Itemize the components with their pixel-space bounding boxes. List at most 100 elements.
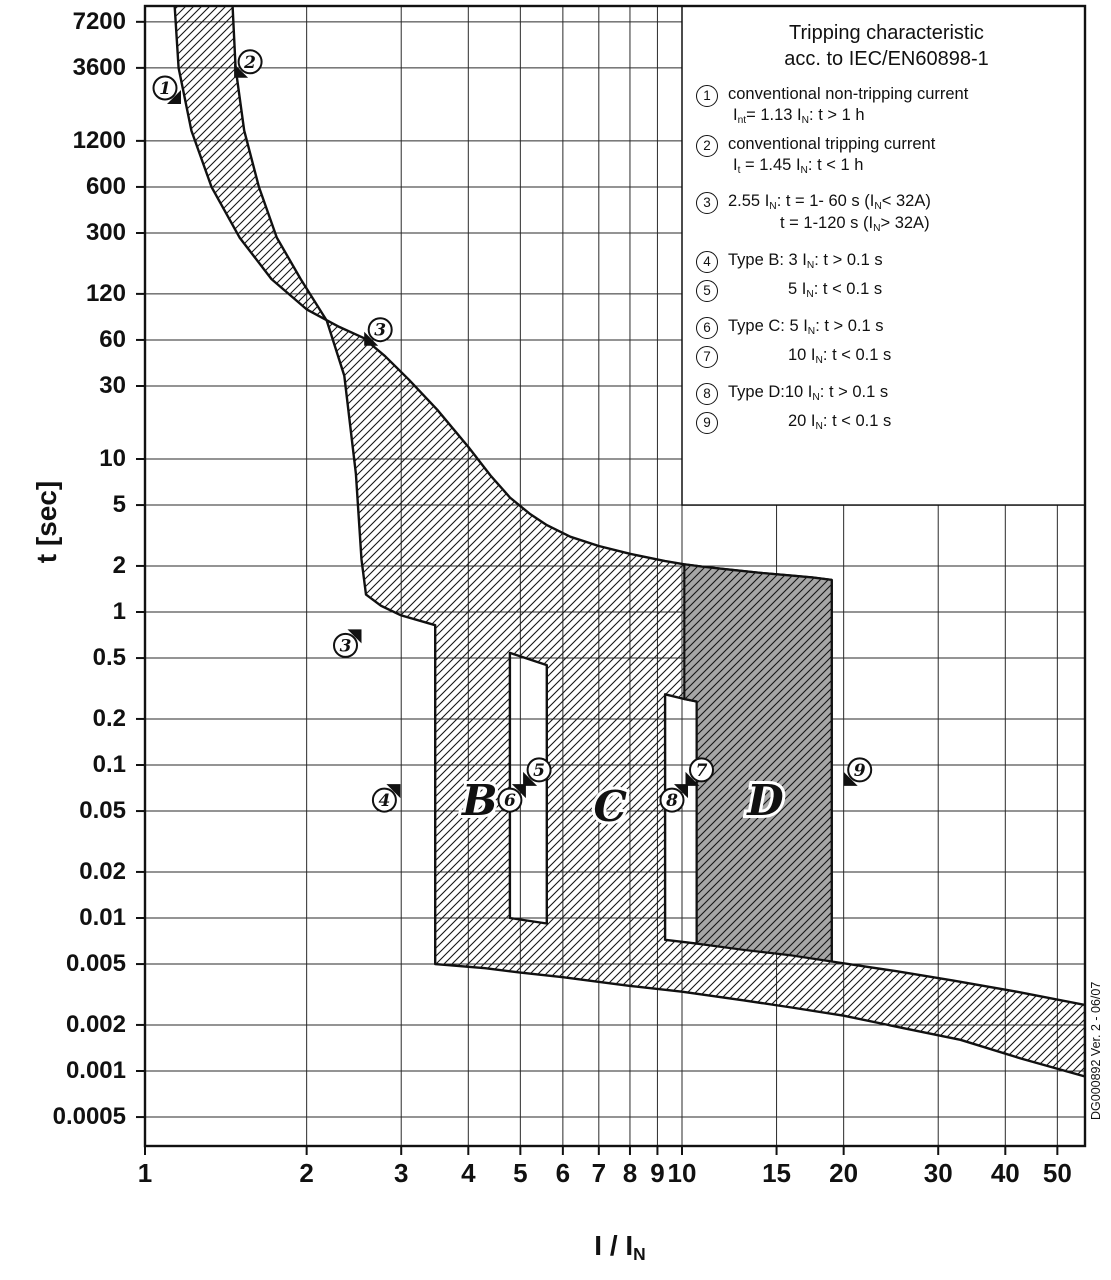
legend-item-line: 10 IN: t < 0.1 s	[788, 345, 892, 366]
marker-flag-7: 7	[685, 757, 714, 786]
y-tick-label: 0.2	[92, 704, 126, 732]
y-tick-label: 0.0005	[52, 1103, 126, 1131]
y-tick-label: 0.01	[79, 904, 126, 931]
type-d-band-hatch	[684, 564, 832, 962]
legend-item-number: 8	[696, 382, 718, 405]
legend-item-line: conventional non-tripping current	[728, 85, 969, 103]
x-tick-label: 9	[650, 1158, 665, 1188]
x-tick-label: 7	[591, 1158, 607, 1188]
legend-item-number: 7	[696, 345, 718, 368]
y-tick-label: 1	[112, 598, 126, 625]
type-label-B: B	[461, 776, 498, 825]
legend-item-number: 1	[696, 85, 718, 107]
marker-flag-9: 9	[843, 757, 873, 786]
svg-text:2: 2	[243, 53, 256, 73]
y-axis-tick-labels: 7200 3600 1200 600 300 120 60 30 10 5 2 1 0.5 0.2 0.1 0…	[0, 0, 131, 1280]
x-tick-label: 20	[829, 1158, 859, 1188]
legend-item-line: t = 1-120 s (IN> 32A)	[780, 214, 930, 235]
watermark: DG000892 Ver. 2 - 06/07	[1089, 981, 1103, 1120]
svg-text:9: 9	[854, 761, 866, 781]
legend-item-text: conventional non-tripping current Int= 1.…	[728, 84, 1077, 128]
legend-item-line: Type C: 5 IN: t > 0.1 s	[728, 316, 884, 337]
legend-item-1: 1 conventional non-tripping current Int= 1…	[696, 84, 1077, 128]
x-tick-label: 5	[513, 1158, 528, 1188]
legend-title-line1: Tripping characteristic	[789, 22, 984, 44]
legend-item-6: 6 Type C: 5 IN: t > 0.1 s	[696, 316, 1077, 339]
marker-flag-3: 3	[364, 317, 393, 346]
legend-item-8: 8 Type D:10 IN: t > 0.1 s	[696, 382, 1077, 405]
svg-text:7: 7	[696, 761, 708, 781]
y-tick-label: 0.1	[92, 751, 126, 778]
legend-item-number: 9	[696, 411, 718, 434]
legend-item-4: 4 Type B: 3 IN: t > 0.1 s	[696, 250, 1077, 273]
legend-item-9: 9 20 IN: t < 0.1 s	[696, 411, 1077, 434]
legend-item-number: 5	[696, 279, 718, 302]
x-tick-label: 8	[622, 1158, 638, 1188]
legend-item-line: Int= 1.13 IN: t > 1 h	[733, 106, 865, 127]
marker-flag-3: 3	[333, 629, 362, 658]
legend-item-number: 6	[696, 316, 718, 339]
axis-ticks	[136, 20, 1059, 1155]
y-tick-label: 0.05	[79, 797, 126, 825]
x-axis-title: I / IN	[594, 1230, 646, 1264]
legend-item-line: 5 IN: t < 0.1 s	[788, 279, 883, 300]
x-tick-label: 15	[762, 1158, 791, 1188]
tripping-bands	[173, 6, 1085, 1078]
y-tick-label: 60	[99, 325, 126, 353]
y-tick-label: 7200	[72, 7, 126, 35]
legend-item-line: It = 1.45 IN: t < 1 h	[733, 156, 864, 176]
legend-item-line: Type B: 3 IN: t > 0.1 s	[728, 250, 883, 271]
svg-text:6: 6	[504, 791, 516, 811]
type-label-C: C	[593, 782, 627, 831]
x-tick-label: 40	[990, 1158, 1020, 1188]
legend-item-text: 10 IN: t < 0.1 s	[728, 345, 1077, 368]
legend-box	[681, 5, 1086, 506]
y-tick-label: 10	[99, 445, 126, 472]
svg-text:8: 8	[665, 791, 678, 811]
y-tick-label: 5	[112, 491, 126, 519]
legend-item-line: conventional tripping current	[728, 134, 936, 153]
svg-text:1: 1	[159, 79, 171, 99]
legend-item-number: 2	[696, 134, 718, 157]
legend-item-3: 3 2.55 IN: t = 1- 60 s (IN< 32A) t = 1-120…	[696, 191, 1077, 235]
y-tick-label: 0.002	[65, 1010, 126, 1038]
legend-title-line2: acc. to IEC/EN60898-1	[784, 48, 989, 70]
legend-item-line: 20 IN: t < 0.1 s	[788, 411, 892, 432]
legend-title: Tripping characteristic acc. to IEC/EN60…	[696, 20, 1077, 72]
y-tick-label: 120	[85, 279, 126, 307]
marker-flag-1: 1	[152, 75, 181, 104]
x-tick-label: 2	[299, 1158, 314, 1188]
marker-flag-2: 2	[234, 49, 263, 78]
x-tick-label: 1	[137, 1158, 153, 1188]
marker-flag-8: 8	[659, 784, 688, 813]
legend-item-number: 4	[696, 250, 718, 273]
legend-item-text: Type B: 3 IN: t > 0.1 s	[728, 250, 1077, 273]
legend-item-text: Type D:10 IN: t > 0.1 s	[728, 382, 1077, 405]
legend-item-2: 2 conventional tripping current It = 1.45 …	[696, 134, 1077, 178]
y-tick-label: 300	[85, 219, 126, 246]
x-tick-label: 4	[461, 1158, 476, 1188]
legend-item-line: 2.55 IN: t = 1- 60 s (IN< 32A)	[728, 192, 931, 213]
y-tick-label: 0.5	[92, 644, 126, 672]
svg-text:3: 3	[340, 636, 352, 656]
svg-text:3: 3	[374, 321, 386, 341]
x-tick-label: 3	[393, 1158, 409, 1188]
y-tick-label: 0.005	[65, 950, 126, 978]
x-tick-label: 6	[555, 1158, 571, 1188]
plot-border	[143, 4, 1087, 1148]
y-tick-label: 1200	[72, 126, 126, 154]
legend-item-5: 5 5 IN: t < 0.1 s	[696, 279, 1077, 302]
x-tick-label: 30	[923, 1158, 953, 1188]
y-tick-label: 0.001	[65, 1057, 126, 1084]
y-tick-label: 0.02	[79, 857, 126, 885]
legend-item-text: Type C: 5 IN: t > 0.1 s	[728, 316, 1077, 339]
legend-item-text: 20 IN: t < 0.1 s	[728, 411, 1077, 434]
legend-items: 1 conventional non-tripping current Int= 1…	[696, 84, 1077, 434]
legend-item-text: 5 IN: t < 0.1 s	[728, 279, 1077, 302]
legend: Tripping characteristic acc. to IEC/EN60…	[684, 8, 1083, 503]
legend-item-text: 2.55 IN: t = 1- 60 s (IN< 32A) t = 1-120 …	[728, 191, 1077, 235]
marker-flag-4: 4	[371, 784, 401, 813]
legend-item-line: Type D:10 IN: t > 0.1 s	[728, 382, 889, 403]
